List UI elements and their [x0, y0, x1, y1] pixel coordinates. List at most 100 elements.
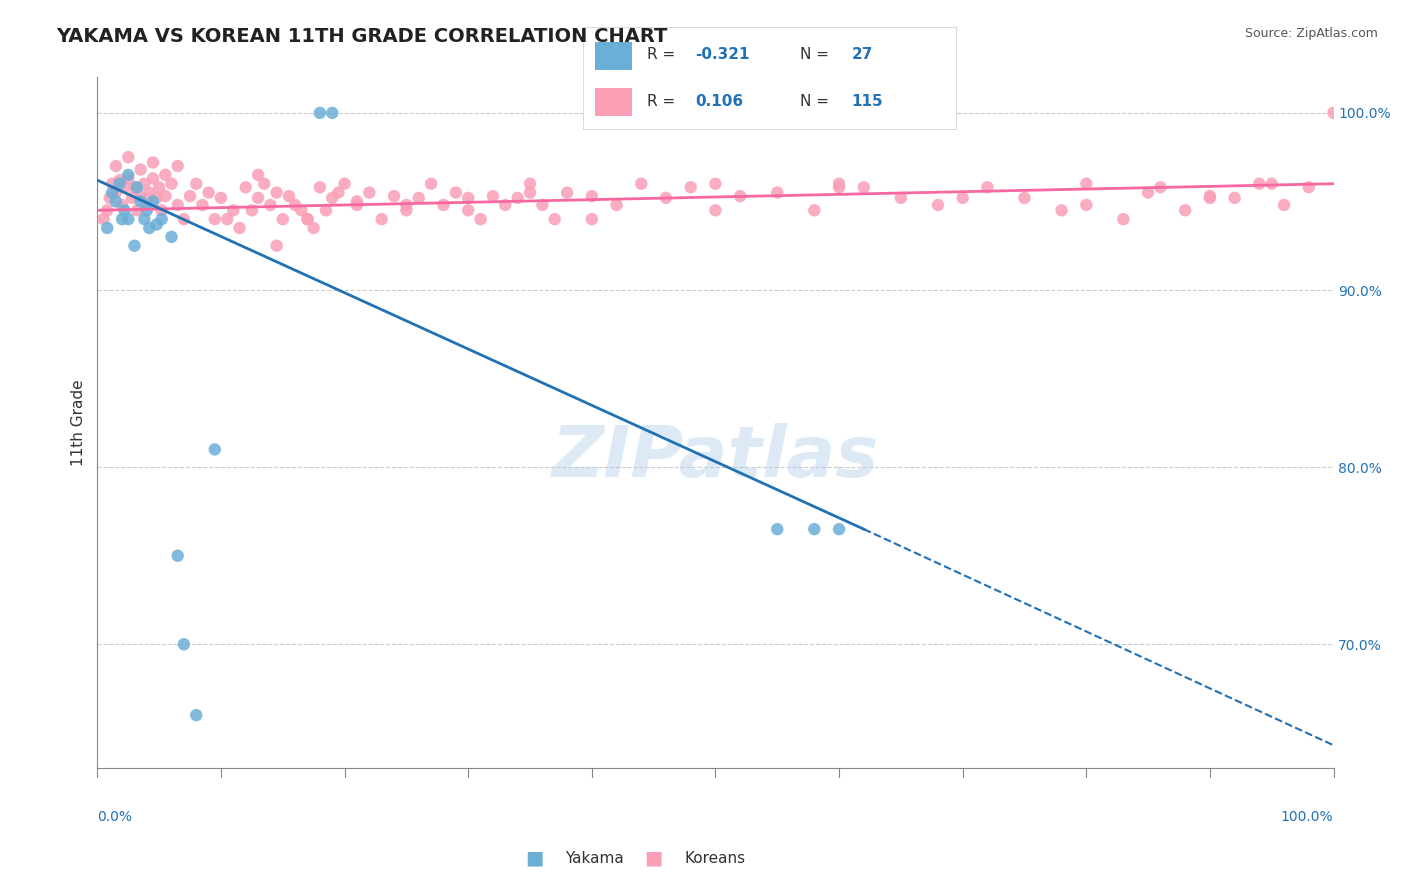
Point [108, 173, 131, 187]
Point [266, 238, 288, 252]
Point [828, 522, 851, 536]
Point [129, 194, 152, 209]
Point [506, 191, 529, 205]
Point [346, 194, 368, 209]
Point [1076, 198, 1098, 212]
Point [630, 177, 652, 191]
Point [117, 168, 139, 182]
Text: 100.0%: 100.0% [1281, 810, 1333, 823]
Point [1199, 191, 1222, 205]
Point [117, 150, 139, 164]
Point [828, 180, 851, 194]
Point [111, 198, 134, 212]
Point [315, 203, 337, 218]
Point [321, 106, 343, 120]
Text: N =: N = [800, 94, 834, 109]
Point [155, 168, 177, 182]
Point [890, 191, 912, 205]
Point [482, 189, 505, 203]
Point [217, 212, 239, 227]
Text: 27: 27 [852, 47, 873, 62]
Point [104, 186, 127, 200]
Point [284, 198, 307, 212]
Point [204, 442, 226, 457]
Point [96, 203, 118, 218]
Point [135, 203, 157, 218]
Point [1137, 186, 1160, 200]
Point [247, 168, 270, 182]
Point [247, 191, 270, 205]
Point [266, 186, 288, 200]
Point [382, 189, 405, 203]
Point [704, 203, 727, 218]
Point [240, 203, 263, 218]
Point [519, 177, 541, 191]
Point [555, 186, 578, 200]
Point [432, 198, 454, 212]
Point [1112, 212, 1135, 227]
Point [297, 212, 319, 227]
Point [93, 212, 115, 227]
Point [138, 186, 160, 200]
Text: ■: ■ [524, 848, 544, 868]
Point [581, 212, 603, 227]
Text: N =: N = [800, 47, 834, 62]
Point [803, 522, 825, 536]
Point [145, 218, 167, 232]
Point [114, 180, 136, 194]
Point [186, 708, 208, 723]
Point [1149, 180, 1171, 194]
Point [952, 191, 974, 205]
Point [111, 212, 134, 227]
Point [101, 177, 124, 191]
Point [1199, 189, 1222, 203]
Point [395, 198, 418, 212]
Point [1249, 177, 1271, 191]
Point [117, 171, 139, 186]
Point [581, 189, 603, 203]
Point [308, 106, 330, 120]
Point [531, 198, 554, 212]
Point [166, 159, 188, 173]
Point [253, 177, 276, 191]
Y-axis label: 11th Grade: 11th Grade [72, 379, 86, 467]
Point [408, 191, 430, 205]
FancyBboxPatch shape [595, 88, 631, 116]
FancyBboxPatch shape [595, 42, 631, 70]
Point [302, 221, 325, 235]
Point [308, 180, 330, 194]
Text: -0.321: -0.321 [695, 47, 749, 62]
Text: Source: ZipAtlas.com: Source: ZipAtlas.com [1244, 27, 1378, 40]
Text: YAKAMA VS KOREAN 11TH GRADE CORRELATION CHART: YAKAMA VS KOREAN 11TH GRADE CORRELATION … [56, 27, 668, 45]
Text: 0.106: 0.106 [695, 94, 744, 109]
Point [166, 198, 188, 212]
Point [828, 177, 851, 191]
Point [976, 180, 998, 194]
Point [544, 212, 567, 227]
Point [145, 191, 167, 205]
Point [519, 186, 541, 200]
Point [117, 212, 139, 227]
Point [142, 171, 165, 186]
Point [104, 194, 127, 209]
Point [290, 203, 312, 218]
Point [179, 189, 201, 203]
Point [204, 212, 226, 227]
Point [1076, 177, 1098, 191]
Point [852, 180, 875, 194]
Point [1322, 106, 1344, 120]
Point [333, 177, 356, 191]
Point [1260, 177, 1282, 191]
Text: R =: R = [647, 47, 681, 62]
Point [297, 212, 319, 227]
Point [494, 198, 516, 212]
Point [927, 198, 949, 212]
Point [142, 194, 165, 209]
Point [142, 155, 165, 169]
Point [129, 189, 152, 203]
Point [1174, 203, 1197, 218]
Point [121, 191, 143, 205]
Point [124, 180, 146, 194]
Point [134, 177, 156, 191]
Point [98, 191, 121, 205]
